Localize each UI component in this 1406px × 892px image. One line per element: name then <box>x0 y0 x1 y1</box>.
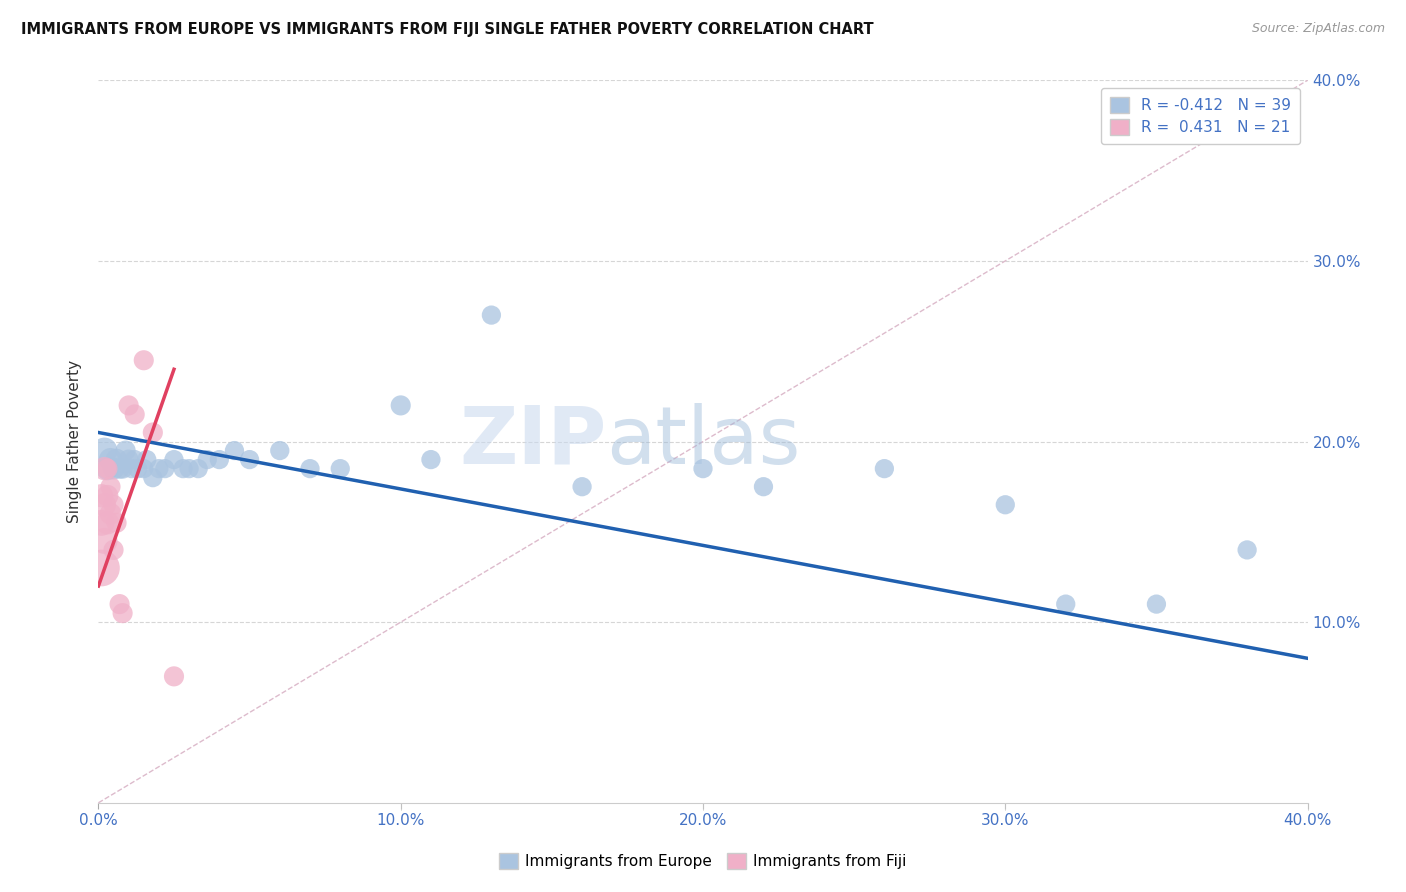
Point <box>100 452 122 467</box>
Point <box>329 461 352 475</box>
Legend: R = -0.412   N = 39, R =  0.431   N = 21: R = -0.412 N = 39, R = 0.431 N = 21 <box>1101 88 1301 145</box>
Point <box>93 461 115 475</box>
Point <box>100 507 122 521</box>
Point <box>96 489 118 503</box>
Point <box>103 461 125 475</box>
Text: IMMIGRANTS FROM EUROPE VS IMMIGRANTS FROM FIJI SINGLE FATHER POVERTY CORRELATION: IMMIGRANTS FROM EUROPE VS IMMIGRANTS FRO… <box>21 22 873 37</box>
Point <box>163 452 186 467</box>
Point <box>100 480 122 494</box>
Point <box>111 606 134 620</box>
Point <box>692 461 714 475</box>
Point <box>299 461 322 475</box>
Point <box>118 452 141 467</box>
Point <box>1144 597 1167 611</box>
Point <box>142 471 165 485</box>
Point <box>114 443 136 458</box>
Point <box>93 533 115 548</box>
Point <box>163 669 186 683</box>
Point <box>420 452 443 467</box>
Point <box>132 353 155 368</box>
Point <box>269 443 291 458</box>
Point <box>90 489 112 503</box>
Point <box>172 461 194 475</box>
Point <box>135 452 157 467</box>
Point <box>93 498 115 512</box>
Point <box>108 461 131 475</box>
Point <box>103 498 125 512</box>
Point <box>108 597 131 611</box>
Point <box>121 461 143 475</box>
Point <box>118 398 141 412</box>
Point <box>873 461 896 475</box>
Point <box>132 461 155 475</box>
Y-axis label: Single Father Poverty: Single Father Poverty <box>67 360 83 523</box>
Legend: Immigrants from Europe, Immigrants from Fiji: Immigrants from Europe, Immigrants from … <box>494 847 912 875</box>
Point <box>127 461 149 475</box>
Point <box>105 516 128 530</box>
Point <box>994 498 1017 512</box>
Text: Source: ZipAtlas.com: Source: ZipAtlas.com <box>1251 22 1385 36</box>
Point <box>1236 542 1258 557</box>
Point <box>124 408 146 422</box>
Point <box>179 461 201 475</box>
Point <box>187 461 209 475</box>
Point <box>124 452 146 467</box>
Point <box>111 461 134 475</box>
Text: ZIP: ZIP <box>458 402 606 481</box>
Point <box>96 461 118 475</box>
Point <box>224 443 246 458</box>
Point <box>208 452 231 467</box>
Point <box>96 516 118 530</box>
Point <box>239 452 262 467</box>
Point <box>90 516 112 530</box>
Text: atlas: atlas <box>606 402 800 481</box>
Point <box>96 461 118 475</box>
Point <box>90 561 112 575</box>
Point <box>153 461 176 475</box>
Point <box>103 542 125 557</box>
Point <box>142 425 165 440</box>
Point <box>93 443 115 458</box>
Point <box>481 308 503 322</box>
Point <box>1054 597 1077 611</box>
Point <box>195 452 218 467</box>
Point <box>389 398 412 412</box>
Point <box>105 452 128 467</box>
Point <box>148 461 170 475</box>
Point <box>571 480 593 494</box>
Point <box>752 480 775 494</box>
